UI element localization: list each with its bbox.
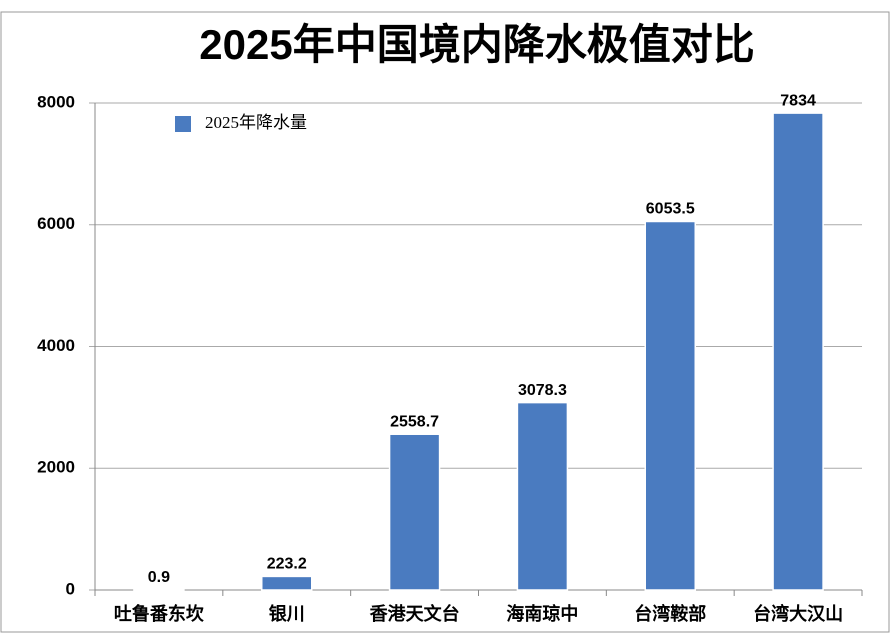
x-tick-label: 香港天文台 (369, 603, 460, 624)
x-tick-label: 银川 (269, 603, 305, 624)
x-tick-label: 海南琼中 (506, 603, 578, 624)
frame (0, 11, 890, 633)
legend-swatch (175, 116, 191, 132)
value-label: 3078.3 (518, 382, 567, 399)
value-label: 0.9 (148, 569, 170, 586)
x-tick-label: 台湾大汉山 (753, 603, 843, 624)
legend-label: 2025年降水量 (205, 113, 307, 132)
y-tick-label: 6000 (37, 214, 75, 233)
y-tick-label: 0 (66, 579, 75, 598)
bar (644, 220, 696, 591)
y-tick-label: 8000 (37, 92, 75, 111)
y-tick-label: 2000 (37, 458, 75, 477)
bar (516, 401, 569, 591)
value-label: 7834 (780, 92, 816, 109)
value-label: 2558.7 (390, 413, 439, 430)
bar (388, 433, 441, 591)
x-tick-label: 台湾鞍部 (634, 603, 706, 624)
value-label: 223.2 (267, 556, 307, 573)
bar (772, 112, 824, 591)
x-tick-label: 吐鲁番东坎 (114, 603, 205, 624)
value-label: 6053.5 (646, 201, 695, 218)
y-tick-label: 4000 (37, 336, 75, 355)
chart-title: 2025年中国境内降水极值对比 (199, 21, 754, 68)
bar (261, 575, 313, 591)
